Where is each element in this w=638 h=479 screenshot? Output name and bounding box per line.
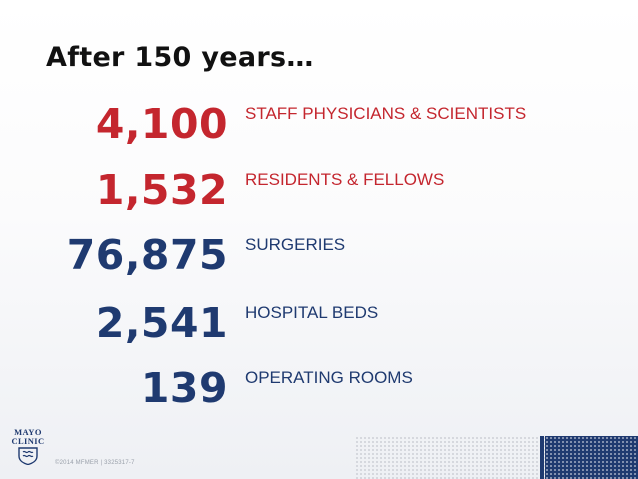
stat-label: STAFF PHYSICIANS & SCIENTISTS: [245, 104, 527, 123]
stat-label: SURGERIES: [245, 235, 346, 254]
stat-label: HOSPITAL BEDS: [245, 303, 379, 322]
mayo-shield-icon: [18, 447, 38, 465]
stat-number: 2,541: [95, 299, 228, 347]
logo-line-1: MAYO: [14, 427, 42, 437]
decorative-divider: [540, 436, 544, 479]
stat-number: 4,100: [95, 100, 228, 148]
stat-row-surgeries: 76,875 SURGERIES: [0, 233, 638, 293]
stat-number: 139: [140, 364, 228, 412]
decorative-dot-pattern: [355, 436, 545, 479]
stat-row-residents: 1,532 RESIDENTS & FELLOWS: [0, 168, 638, 228]
stat-number: 1,532: [95, 166, 228, 214]
stat-row-staff: 4,100 STAFF PHYSICIANS & SCIENTISTS: [0, 102, 638, 162]
copyright-footer: ©2014 MFMER | 3325317-7: [55, 460, 135, 466]
slide-title: After 150 years…: [46, 42, 314, 73]
logo-line-2: CLINIC: [11, 436, 45, 446]
decorative-brand-block: [545, 436, 638, 479]
stat-label: OPERATING ROOMS: [245, 368, 413, 387]
stat-number: 76,875: [66, 231, 228, 279]
stat-row-beds: 2,541 HOSPITAL BEDS: [0, 301, 638, 361]
stat-label: RESIDENTS & FELLOWS: [245, 170, 445, 189]
stat-row-operating-rooms: 139 OPERATING ROOMS: [0, 366, 638, 426]
mayo-clinic-logo: MAYO CLINIC: [7, 428, 49, 465]
